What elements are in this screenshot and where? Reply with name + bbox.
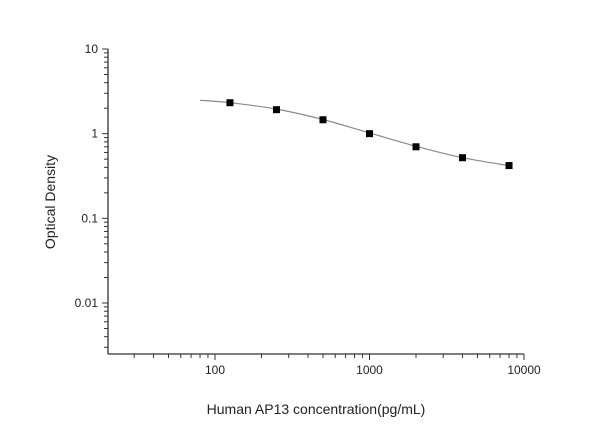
square-marker (366, 130, 373, 138)
square-marker (459, 154, 467, 162)
x-tick-label: 100 (205, 363, 225, 377)
square-marker (319, 116, 327, 124)
square-marker (412, 143, 420, 151)
y-axis-title: Optical Density (42, 155, 58, 249)
y-tick-label: 10 (85, 42, 99, 56)
x-tick-label: 1000 (356, 363, 383, 377)
axes: 0.01 0.1 1 10 100 1000 10000 (75, 42, 541, 377)
y-tick-label: 0.1 (81, 211, 98, 225)
y-tick-label: 1 (91, 127, 98, 141)
x-tick-label: 10000 (507, 363, 541, 377)
y-tick-label: 0.01 (75, 296, 99, 310)
data-points (226, 99, 513, 170)
square-marker (505, 162, 513, 170)
x-axis-title: Human AP13 concentration(pg/mL) (207, 401, 426, 417)
square-marker (272, 106, 280, 114)
square-marker (226, 99, 234, 107)
